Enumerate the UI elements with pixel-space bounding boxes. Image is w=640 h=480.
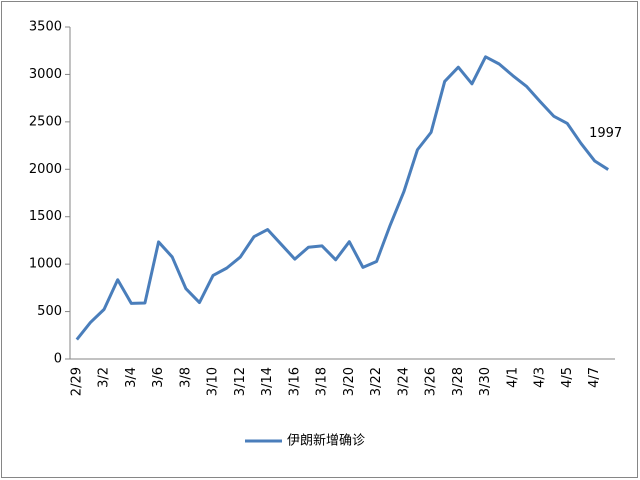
x-tick-label: 3/14 xyxy=(260,367,275,396)
y-tick-label: 3500 xyxy=(29,20,62,35)
x-tick-label: 4/7 xyxy=(587,367,602,388)
x-tick-label: 3/22 xyxy=(369,367,384,396)
line xyxy=(75,55,609,341)
y-tick-label: 3000 xyxy=(29,67,62,82)
y-tick-label: 1000 xyxy=(29,257,62,272)
x-tick-label: 3/2 xyxy=(97,367,112,388)
x-tick-label: 3/10 xyxy=(206,367,221,396)
legend-label: 伊朗新增确诊 xyxy=(287,433,365,449)
x-tick-label: 3/16 xyxy=(287,367,302,396)
x-tick-label: 3/28 xyxy=(451,367,466,396)
x-tick-label: 4/5 xyxy=(560,367,575,388)
x-tick-label: 4/3 xyxy=(533,367,548,388)
x-tick-label: 3/6 xyxy=(151,367,166,388)
y-tick-label: 500 xyxy=(37,304,62,319)
x-tick-label: 3/26 xyxy=(424,367,439,396)
x-tick-label: 3/24 xyxy=(396,367,411,396)
y-tick-label: 2000 xyxy=(29,162,62,177)
data-label: 1997 xyxy=(589,126,622,141)
x-tick-label: 3/4 xyxy=(124,367,139,388)
x-tick-label: 3/18 xyxy=(315,367,330,396)
y-tick-label: 1500 xyxy=(29,209,62,224)
y-tick-label: 0 xyxy=(54,352,62,367)
x-tick-label: 4/1 xyxy=(505,367,520,388)
x-tick-label: 3/30 xyxy=(478,367,493,396)
x-tick-label: 3/12 xyxy=(233,367,248,396)
x-tick-label: 3/20 xyxy=(342,367,357,396)
x-tick-label: 2/29 xyxy=(69,367,84,396)
y-tick-label: 2500 xyxy=(29,114,62,129)
x-tick-label: 3/8 xyxy=(178,367,193,388)
